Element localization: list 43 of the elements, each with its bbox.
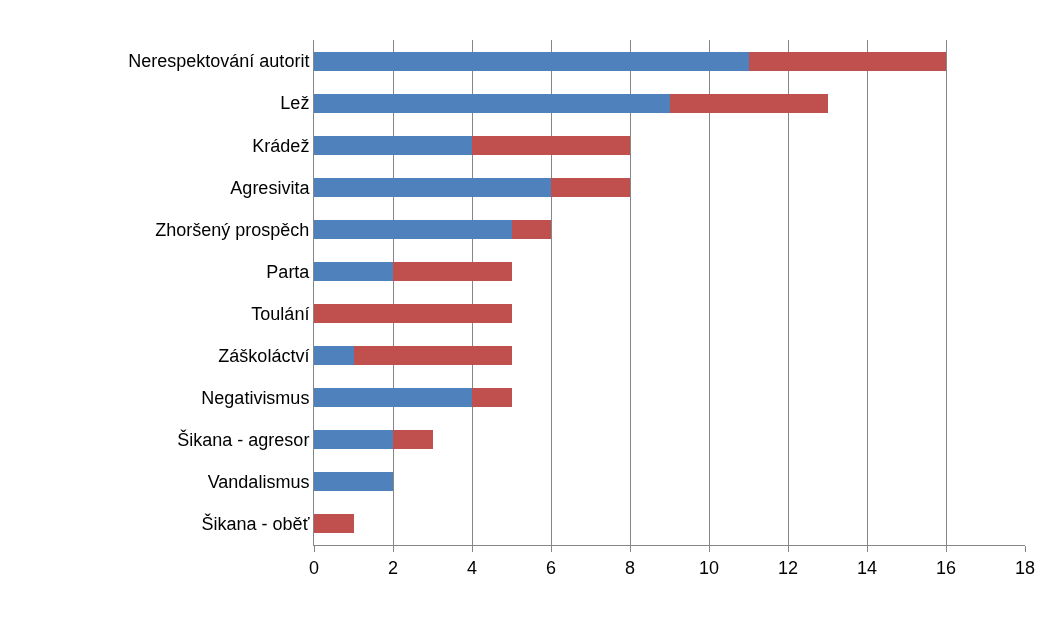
bar [669,93,828,113]
bar [551,177,630,197]
y-tick-label: Negativismus [201,388,310,409]
bar [314,304,512,324]
y-tick-label: Šikana - oběť [201,513,310,535]
bar [314,346,354,366]
x-tick-label: 0 [308,557,320,578]
y-tick-label: Lež [280,93,310,114]
y-tick-label: Zhoršený prospěch [155,219,310,240]
bar [314,93,670,113]
x-tick-label: 6 [545,557,557,578]
bar [314,472,393,492]
x-tick-label: 12 [777,557,799,578]
y-tick-label: Záškoláctví [218,345,310,366]
x-tick-label: 2 [387,557,399,578]
bar [393,430,433,450]
bar [314,177,551,197]
x-tick-label: 18 [1014,557,1036,578]
x-tick-label: 10 [698,557,720,578]
bar [748,51,946,71]
bar [393,261,512,281]
bar [314,514,354,534]
bar [314,261,393,281]
y-tick-label: Krádež [252,135,310,156]
bar [472,388,512,408]
x-tick-label: 4 [466,557,478,578]
bar [511,219,551,239]
y-tick-label: Nerespektování autorit [128,51,310,72]
bar [314,135,472,155]
x-tick-label: 16 [935,557,957,578]
bar [353,346,512,366]
y-tick-label: Vandalismus [207,472,310,493]
y-tick-label: Toulání [251,303,310,324]
bar [314,388,472,408]
bar [472,135,630,155]
y-tick-label: Šikana - agresor [177,429,310,451]
bar [314,430,393,450]
bar [314,51,749,71]
y-tick-label: Agresivita [230,177,311,198]
x-tick-label: 14 [856,557,878,578]
bar [314,219,512,239]
x-tick-label: 8 [624,557,636,578]
y-tick-label: Parta [266,261,311,282]
